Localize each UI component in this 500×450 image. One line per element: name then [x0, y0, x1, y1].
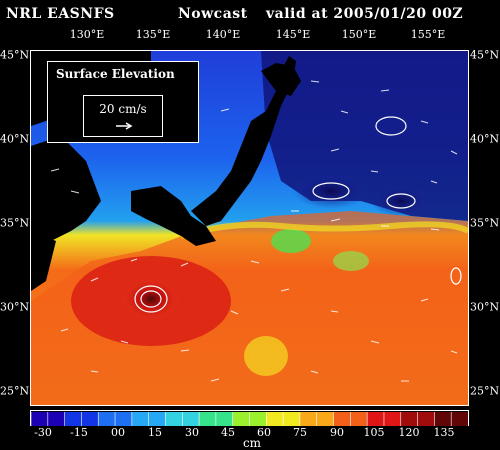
southern-japan-landmass [131, 186, 216, 246]
colorbar-swatch [333, 412, 351, 426]
colorbar-swatch [451, 412, 469, 426]
cold-eddy [293, 173, 369, 209]
legend-title: Surface Elevation [56, 67, 175, 81]
colorbar-tick-label: -15 [70, 426, 88, 439]
colorbar-swatch [367, 412, 385, 426]
lon-label-155: 155°E [410, 28, 446, 41]
lat-label-45-left: 45°N [0, 48, 30, 62]
colorbar-swatch [182, 412, 200, 426]
colorbar-swatch [434, 412, 452, 426]
lat-label-30-left: 30°N [0, 300, 30, 314]
colorbar-swatch [98, 412, 116, 426]
lat-label-30-right: 30°N [470, 300, 500, 314]
colorbar-swatch [350, 412, 368, 426]
colorbar-swatch [31, 412, 49, 426]
lon-label-130: 130°E [69, 28, 105, 41]
colorbar-swatch [383, 412, 402, 426]
colorbar-unit: cm [242, 436, 262, 450]
colorbar-tick-label: 00 [111, 426, 125, 439]
japan-hokkaido [261, 63, 301, 96]
colorbar-tick-label: 135 [433, 426, 455, 439]
colorbar-swatch [266, 412, 284, 426]
colorbar-swatch [47, 412, 66, 426]
colorbar-tick-label: 45 [221, 426, 235, 439]
colorbar-tick-label: 120 [398, 426, 420, 439]
colorbar-tick-label: 75 [293, 426, 307, 439]
valid-time-label: valid at 2005/01/20 00Z [266, 6, 464, 22]
eddy-swirls [134, 116, 462, 313]
vector-scale-arrow-icon [116, 122, 133, 130]
colorbar-swatch [316, 412, 335, 426]
lon-label-150: 150°E [341, 28, 377, 41]
product-label: Nowcast [178, 6, 248, 22]
surface-elevation-map: Surface Elevation 20 cm/s [30, 50, 469, 406]
colorbar-swatch [115, 412, 133, 426]
colorbar-tick-label: 60 [257, 426, 271, 439]
kuroshio-front [180, 221, 468, 239]
green-patch [271, 229, 311, 253]
colorbar [30, 410, 469, 426]
colorbar-tick-label: 90 [330, 426, 344, 439]
lat-label-45-right: 45°N [470, 48, 500, 62]
colorbar-swatch [232, 412, 250, 426]
colorbar-swatch [199, 412, 217, 426]
colorbar-tick-label: 30 [185, 426, 199, 439]
yellow-patch [244, 336, 288, 376]
lon-label-140: 140°E [205, 28, 241, 41]
map-canvas [31, 51, 468, 405]
colorbar-swatch [148, 412, 166, 426]
lat-label-25-left: 25°N [0, 384, 30, 398]
vector-scale-box: 20 cm/s [83, 95, 163, 137]
colorbar-swatch [131, 412, 150, 426]
colorbar-tick-label: 15 [148, 426, 162, 439]
colorbar-swatches [30, 412, 469, 426]
colorbar-tick-label: 105 [363, 426, 385, 439]
lat-label-40-right: 40°N [470, 132, 500, 146]
source-label: NRL EASNFS [6, 6, 115, 22]
colorbar-swatch [283, 412, 301, 426]
colorbar-swatch [400, 412, 419, 426]
warm-eddy [121, 277, 181, 321]
legend-panel: Surface Elevation 20 cm/s [47, 61, 199, 143]
green-patch [333, 251, 369, 271]
colorbar-swatch [81, 412, 99, 426]
lon-label-135: 135°E [135, 28, 171, 41]
vector-scale-label: 20 cm/s [99, 102, 147, 116]
japan-honshu [191, 56, 296, 226]
colorbar-swatch [417, 412, 435, 426]
colorbar-swatch [249, 412, 267, 426]
cold-eddy [371, 185, 431, 217]
colorbar-swatch [165, 412, 183, 426]
colorbar-swatch [215, 412, 234, 426]
map-title-bar: NRL EASNFS Nowcast valid at 2005/01/20 0… [0, 6, 500, 24]
lon-label-145: 145°E [275, 28, 311, 41]
lat-label-35-right: 35°N [470, 216, 500, 230]
asian-coast-landmass [31, 136, 101, 251]
lat-label-40-left: 40°N [0, 132, 30, 146]
colorbar-tick-label: -30 [34, 426, 52, 439]
lat-label-25-right: 25°N [470, 384, 500, 398]
china-coast [31, 231, 56, 291]
lat-label-35-left: 35°N [0, 216, 30, 230]
colorbar-swatch [64, 412, 82, 426]
colorbar-swatch [299, 412, 318, 426]
